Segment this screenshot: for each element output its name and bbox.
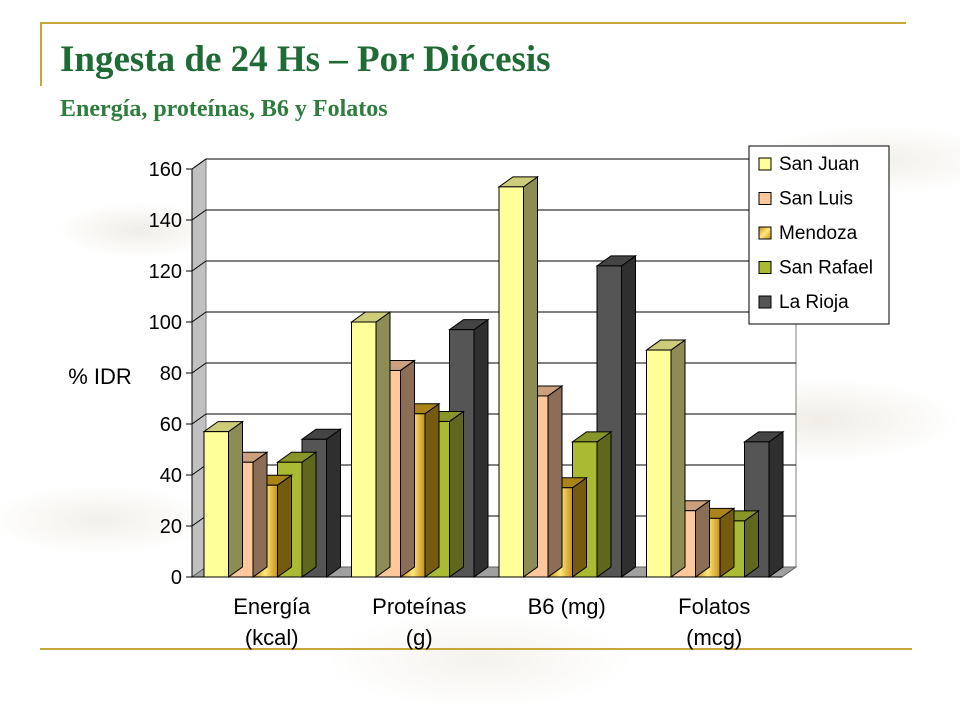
legend-label: La Rioja — [779, 292, 849, 313]
legend-label: San Luis — [779, 189, 853, 210]
y-tick-label: 120 — [149, 261, 182, 283]
bar-front — [203, 431, 229, 578]
bar-side — [572, 476, 587, 578]
y-tick-label: 20 — [160, 516, 182, 538]
bar-side — [621, 254, 636, 578]
y-axis-label: % IDR — [68, 364, 132, 389]
legend-swatch — [758, 261, 772, 274]
y-tick-label: 140 — [149, 210, 182, 232]
gridline-side — [191, 209, 207, 221]
legend-swatch — [758, 226, 772, 240]
x-tick-label: Energía — [233, 594, 311, 619]
chart-legend: San Juan San Luis Mendoza San Rafael La Rioj… — [748, 145, 890, 325]
bar-side — [744, 509, 759, 578]
x-tick-label: Proteínas — [372, 594, 466, 619]
x-tick-label: (mcg) — [686, 625, 742, 650]
y-tick-label: 80 — [160, 363, 182, 385]
bar-side — [670, 339, 686, 578]
x-tick-label: Folatos — [678, 594, 750, 619]
legend-box — [748, 145, 890, 325]
bar-side — [326, 428, 341, 578]
slide-subtitle: Energía, proteínas, B6 y Folatos — [60, 96, 388, 122]
bar-san-juan — [202, 420, 245, 578]
bottom-rule — [40, 648, 912, 650]
bar-side — [375, 311, 391, 578]
x-tick-label: B6 (mg) — [528, 594, 606, 619]
gridline-side — [191, 158, 207, 170]
bar-front — [646, 349, 672, 578]
legend-label: Mendoza — [779, 223, 858, 244]
legend-swatch — [758, 192, 772, 205]
y-tick-label: 60 — [160, 414, 182, 436]
bar-front — [351, 321, 377, 578]
legend-swatch — [758, 157, 772, 171]
bar-side — [547, 384, 563, 578]
left-rule — [40, 22, 42, 86]
bar-front — [498, 186, 524, 578]
gridline-side — [191, 413, 207, 425]
bar-la-rioja — [595, 254, 638, 578]
bar-side — [473, 318, 489, 578]
bar-san-juan — [497, 175, 540, 578]
gridline-side — [191, 311, 207, 323]
bar-side — [301, 451, 317, 578]
bar-side — [228, 420, 243, 578]
y-tick-label: 40 — [160, 465, 182, 487]
bar-side — [596, 430, 612, 578]
bar-side — [277, 474, 292, 578]
legend-swatch — [758, 295, 772, 309]
x-tick-label: (kcal) — [245, 625, 299, 650]
bar-side — [252, 451, 268, 578]
gridline-side — [191, 260, 207, 272]
bar-side — [768, 430, 784, 578]
legend-label: San Rafael — [779, 258, 873, 279]
x-tick-label: (g) — [406, 625, 433, 650]
bar-side — [424, 402, 440, 578]
bar-san-juan — [644, 339, 687, 578]
slide-title: Ingesta de 24 Hs – Por Diócesis — [60, 39, 551, 80]
y-tick-label: 100 — [149, 312, 182, 334]
bar-side — [695, 499, 710, 578]
bar-side — [400, 359, 415, 578]
legend-label: San Juan — [779, 154, 859, 175]
bar-side — [719, 507, 735, 578]
y-tick-label: 0 — [171, 567, 182, 589]
gridline-side — [191, 362, 207, 374]
y-tick-label: 160 — [149, 159, 182, 181]
bar-side — [449, 410, 464, 578]
bar-san-juan — [349, 311, 392, 578]
top-rule — [40, 22, 906, 24]
bar-side — [523, 175, 538, 578]
